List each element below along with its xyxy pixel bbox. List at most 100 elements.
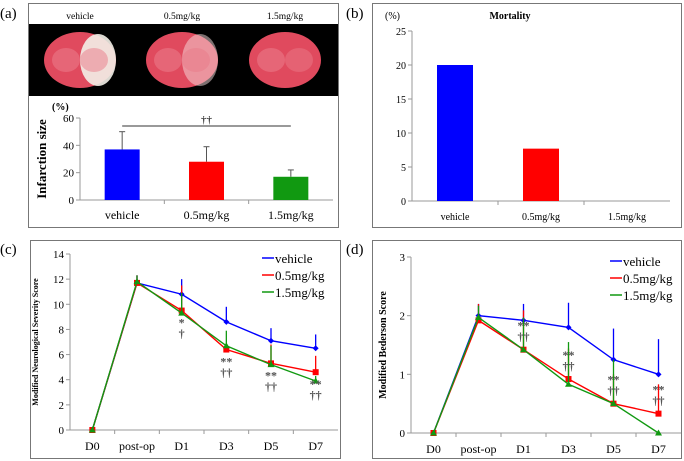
significance-mark: ** (310, 377, 322, 391)
brain-region (52, 48, 80, 72)
x-tick-label: post-op (119, 439, 155, 453)
bar-0.5mg/kg (189, 161, 224, 200)
y-tick-label: 5 (401, 163, 406, 174)
brain-region (285, 48, 313, 72)
data-point (267, 361, 275, 368)
unit-label: (%) (52, 102, 69, 113)
data-point (520, 346, 527, 353)
chart-b: 0 5 10 15 20 25 vehicle 0.5mg/kg 1.5mg/kg (%) Mort… (385, 11, 670, 223)
chart-c: 0 2 4 6 8 10 12 14 D0 post-op D1 D3 D5 D7 vehicle 0.5mg… (31, 249, 338, 453)
y-tick-label: 20 (396, 61, 406, 72)
series-line-1.5mg/kg (91, 280, 316, 431)
x-tick-label: D3 (219, 439, 234, 453)
y-tick-label: 14 (53, 249, 65, 261)
significance-mark: †† (608, 384, 620, 398)
data-point (222, 342, 230, 349)
brain-slice (249, 32, 321, 88)
data-point (133, 278, 141, 285)
legend-label: 1.5mg/kg (623, 288, 673, 303)
data-point (223, 346, 230, 353)
y-tick-label: 0 (59, 425, 65, 437)
unit-label: (%) (385, 11, 400, 22)
panel-label-d: (d) (346, 242, 364, 258)
panel-label-c: (c) (0, 242, 17, 258)
y-tick-label: 60 (63, 113, 75, 125)
brain-region (154, 48, 182, 72)
chart-d: 0 1 2 3 D0 post-op D1 D3 D5 D7 vehicle 0.5mg/kg 1.5m… (378, 252, 681, 456)
x-tick-label: D0 (85, 439, 100, 453)
legend-label: vehicle (275, 251, 313, 266)
y-tick-label: 6 (59, 350, 65, 362)
y-axis-label: Modified Neurological Severity Score (31, 278, 40, 406)
bar-vehicle (437, 65, 473, 201)
data-point (655, 410, 662, 417)
chart-a: 0 20 40 60 vehicle 0.5mg/kg 1.5mg/kg (%)Infarct… (34, 102, 333, 222)
significance-mark: †† (310, 388, 322, 402)
significance-mark: †† (220, 366, 232, 380)
x-tick-label: vehicle (105, 208, 140, 222)
panel-a-frame (28, 3, 339, 228)
series-line-0.5mg/kg (91, 281, 316, 431)
significance-mark: ** (653, 383, 665, 397)
panel-d-frame (372, 240, 682, 459)
y-tick-label: 0 (69, 195, 75, 207)
legend-label: vehicle (623, 254, 661, 269)
y-tick-label: 0 (401, 197, 406, 208)
data-point (475, 313, 482, 320)
y-tick-label: 40 (63, 140, 75, 152)
y-tick-label: 0 (400, 428, 406, 440)
data-point (268, 337, 274, 344)
y-tick-label: 4 (59, 375, 65, 387)
y-tick-label: 15 (396, 95, 406, 106)
y-tick-label: 3 (400, 252, 406, 264)
y-tick-label: 2 (59, 400, 65, 412)
panel-c-frame (30, 240, 341, 459)
brain-slice (146, 32, 218, 88)
significance-mark: †† (518, 330, 530, 344)
data-point (565, 324, 572, 331)
x-tick-label: D3 (561, 442, 576, 456)
x-tick-label: vehicle (441, 212, 470, 223)
data-point (223, 318, 230, 325)
y-tick-label: 12 (53, 274, 64, 286)
significance-mark: †† (265, 379, 277, 393)
y-axis-label: Infarction size (34, 119, 49, 199)
y-tick-label: 25 (396, 27, 406, 38)
bar-0.5mg/kg (523, 148, 559, 201)
legend-label: 0.5mg/kg (275, 268, 325, 283)
data-point (312, 369, 319, 376)
y-tick-label: 20 (63, 168, 75, 180)
data-point (178, 309, 186, 316)
significance-mark: ** (518, 319, 530, 333)
x-tick-label: D1 (516, 442, 531, 456)
x-tick-label: 0.5mg/kg (522, 212, 560, 223)
significance-mark: †† (201, 114, 213, 126)
data-point (475, 317, 482, 324)
data-point (312, 345, 319, 352)
x-tick-label: D5 (264, 439, 279, 453)
image-label-0.5: 0.5mg/kg (164, 12, 200, 22)
series-line-1.5mg/kg (432, 316, 659, 434)
significance-mark: ** (563, 348, 575, 362)
data-point (655, 371, 662, 378)
panel-label-b: (b) (346, 6, 364, 22)
data-point (430, 429, 437, 436)
data-point (565, 380, 572, 387)
legend-label: 0.5mg/kg (623, 271, 673, 286)
significance-mark: ** (265, 368, 277, 382)
x-tick-label: D7 (308, 439, 323, 453)
y-tick-label: 10 (396, 129, 406, 140)
bar-vehicle (104, 149, 140, 200)
x-tick-label: 1.5mg/kg (268, 208, 314, 222)
x-tick-label: D0 (426, 442, 441, 456)
image-label-vehicle: vehicle (66, 12, 93, 22)
x-tick-label: post-op (461, 442, 497, 456)
significance-mark: † (179, 327, 185, 341)
data-point (610, 400, 617, 407)
bar-1.5mg/kg (273, 176, 309, 200)
data-point (88, 426, 96, 433)
brain-region (80, 48, 108, 72)
brain-slice (44, 32, 116, 88)
x-tick-label: 1.5mg/kg (608, 212, 646, 223)
